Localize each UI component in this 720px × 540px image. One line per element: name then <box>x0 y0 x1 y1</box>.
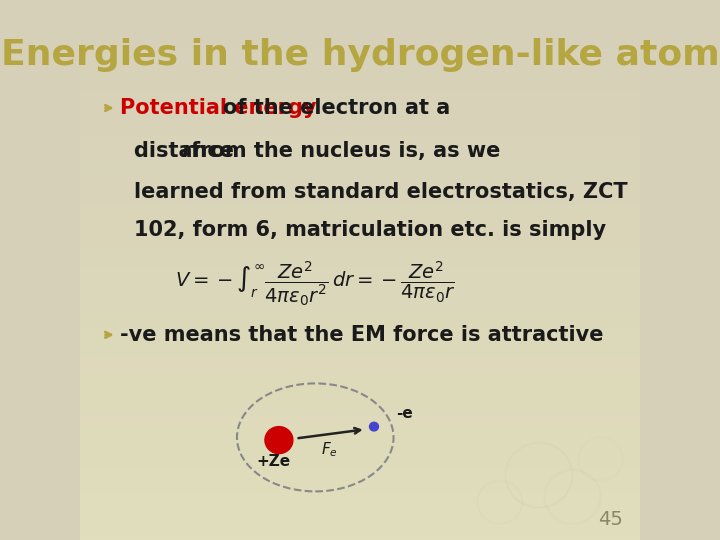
Text: $V = -\int_{r}^{\infty} \dfrac{Ze^2}{4\pi\varepsilon_0 r^2}\, dr = -\dfrac{Ze^2}: $V = -\int_{r}^{\infty} \dfrac{Ze^2}{4\p… <box>175 259 456 308</box>
Text: 45: 45 <box>598 510 623 529</box>
Text: Potential energy: Potential energy <box>120 98 316 118</box>
Text: learned from standard electrostatics, ZCT: learned from standard electrostatics, ZC… <box>133 181 627 202</box>
Circle shape <box>265 427 293 454</box>
Text: r: r <box>181 141 192 161</box>
Text: +Ze: +Ze <box>256 454 290 469</box>
Text: 102, form 6, matriculation etc. is simply: 102, form 6, matriculation etc. is simpl… <box>133 219 606 240</box>
Circle shape <box>369 422 379 431</box>
Text: -e: -e <box>396 406 413 421</box>
Text: distance: distance <box>133 141 240 161</box>
Text: Energies in the hydrogen-like atom: Energies in the hydrogen-like atom <box>1 38 719 72</box>
Text: $F_e$: $F_e$ <box>321 440 338 459</box>
Text: from the nucleus is, as we: from the nucleus is, as we <box>191 141 500 161</box>
Text: -ve means that the EM force is attractive: -ve means that the EM force is attractiv… <box>120 325 603 345</box>
Text: of the electron at a: of the electron at a <box>223 98 450 118</box>
